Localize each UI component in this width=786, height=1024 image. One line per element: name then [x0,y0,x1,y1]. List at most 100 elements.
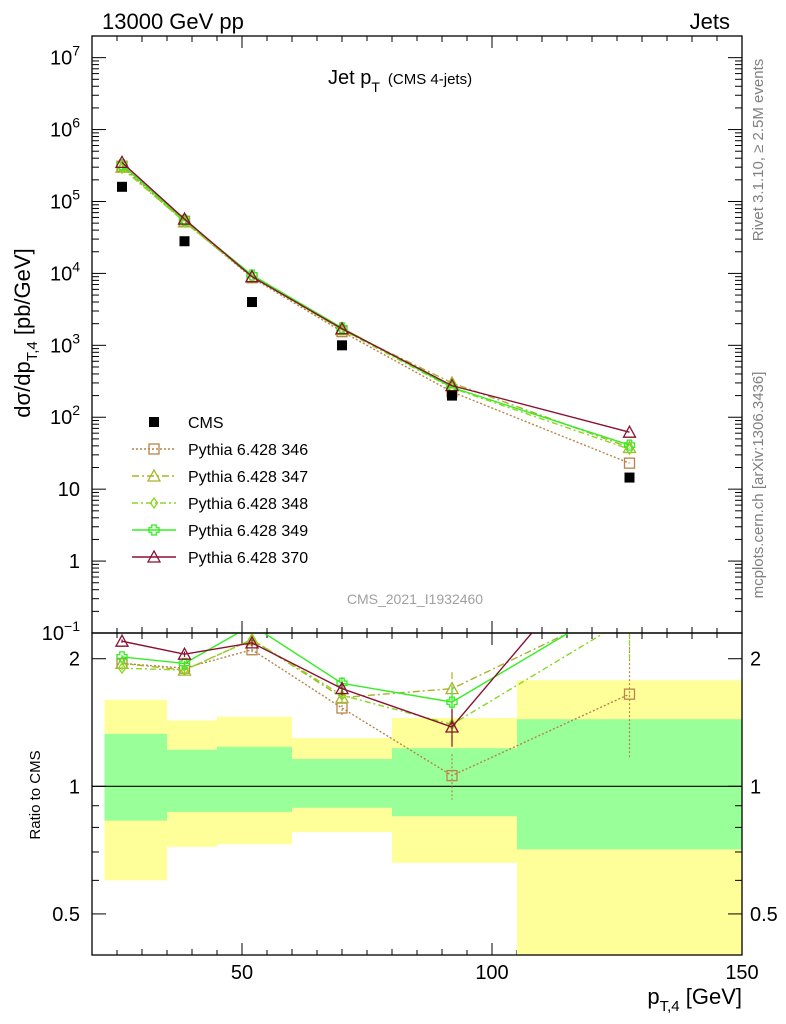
header-collision-label: 13000 GeV pp [102,9,244,34]
uncertainty-band-inner [217,746,292,812]
main-series-point [623,439,636,451]
tick-base: 10 [50,263,72,285]
tick-base: 10 [50,191,72,213]
x-tick-label: 100 [475,962,508,984]
ratio-series-point [178,657,191,670]
tick-base: 10 [50,120,72,142]
tick-exponent: 7 [72,43,80,59]
tick-exponent: 4 [72,258,80,274]
cms-data-point [117,181,127,192]
main-series-line [121,167,630,450]
main-series-point [334,321,350,335]
rivet-version-label: Rivet 3.1.10, ≥ 2.5M events [750,59,767,242]
cms-data-point [337,340,347,351]
plot-title: Jet pT (CMS 4-jets) [328,67,472,95]
ratio-data-layer [114,512,636,800]
ratio-series-point [177,646,192,660]
legend-marker [149,417,159,427]
mcplots-reference-label: mcplots.cern.ch [arXiv:1306.3436] [750,372,767,599]
tick-base: 10 [50,407,72,429]
ratio-y-tick-label-right: 0.5 [750,904,778,926]
ratio-series-point [336,702,348,714]
main-data-layer [114,155,637,483]
x-tick-label: 50 [231,962,253,984]
ratio-series-point [624,597,636,608]
uncertainty-band-inner [104,733,167,821]
ratio-series-point [336,677,348,689]
x-axis-label-main: p [647,984,659,1009]
legend-label: Pythia 6.428 346 [188,442,308,459]
ratio-series-point [114,633,130,647]
tick-exponent: 5 [72,186,80,202]
cms-data-point [247,297,257,308]
ratio-series-line [121,648,630,777]
main-y-tick-label: 106 [50,115,80,142]
ratio-y-tick-label-left: 2 [69,649,80,671]
main-frame [91,35,743,634]
ratio-series-point [444,719,460,733]
ratio-series-point [626,613,633,623]
cms-data-point [447,390,457,401]
legend-marker [149,496,159,510]
ratio-panel: 50 100 150 0.5 0.5 1 1 2 2 [52,512,778,984]
header-category-label: Jets [690,9,730,34]
ratio-series-point [117,662,127,675]
main-y-axis-label: dσ/dpT,4 [pb/GeV] [10,248,41,417]
uncertainty-band-inner [517,719,742,850]
main-series-point [623,457,636,469]
uncertainty-band-inner [392,748,517,817]
legend-marker [146,549,162,563]
ratio-y-tick-label-right: 2 [750,649,761,671]
ratio-series-point [625,592,635,602]
main-y-tick-label: 1 [69,551,80,573]
cms-data-point [179,236,190,247]
main-series-point [114,155,130,169]
plot-title-note: (CMS 4-jets) [388,71,472,88]
main-y-tick-label: 10−1 [42,618,80,645]
uncertainty-band-inner [167,749,217,812]
ratio-series-line [121,633,533,728]
main-y-axis-label-main: dσ/dp [10,361,35,417]
main-y-tick-label: 104 [50,258,80,285]
tick-base: 10 [50,335,72,357]
main-y-tick-label: 103 [50,330,80,357]
plot-title-main: Jet p [328,67,371,89]
plot-title-subscript: T [371,79,380,95]
ratio-series-line [121,633,570,699]
ratio-y-tick-label-right: 1 [750,776,761,798]
main-y-tick-label: 102 [50,402,80,429]
main-y-axis-label-sub: T,4 [24,341,41,361]
main-series-line [121,161,630,433]
ratio-series-point [623,688,636,700]
tick-exponent: 6 [72,115,80,131]
cms-data-point [624,472,635,483]
legend-label: CMS [188,415,224,432]
main-series-point [244,269,260,283]
legend-label: Pythia 6.428 347 [188,469,308,486]
legend-label: Pythia 6.428 349 [188,523,308,540]
ratio-series-point [116,651,128,663]
tick-exponent: 2 [72,402,80,418]
ratio-series-line [121,633,570,703]
main-series-point [622,424,637,438]
main-y-tick-label: 107 [50,43,80,70]
main-series-point [177,211,192,225]
ratio-frame [91,632,743,956]
ratio-y-tick-label-left: 0.5 [52,904,80,926]
x-axis-label-unit: [GeV] [680,984,742,1009]
main-y-axis-label-unit: [pb/GeV] [10,248,35,341]
ratio-series-point [624,512,636,523]
legend-marker [148,443,160,455]
tick-base: 10 [42,623,64,645]
analysis-watermark: CMS_2021_I1932460 [347,591,483,607]
tick-exponent: 3 [72,330,80,346]
ratio-series-point [244,635,260,649]
x-axis-label: pT,4 [GeV] [647,984,742,1015]
ratio-series-point [446,696,458,708]
main-series-line [121,164,630,446]
main-series-point [116,159,128,171]
uncertainty-band-inner [292,759,392,808]
main-y-tick-label: 10 [58,479,80,501]
legend-label: Pythia 6.428 348 [188,496,308,513]
